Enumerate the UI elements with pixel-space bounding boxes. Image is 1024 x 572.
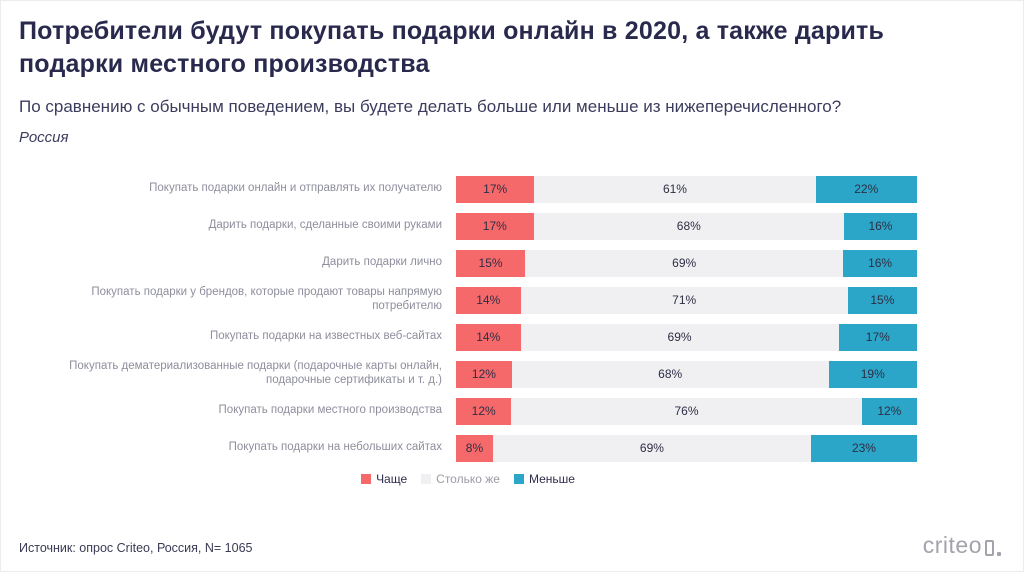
bar-segment-same: 68% [533, 212, 844, 240]
bar-value-label: 12% [877, 404, 902, 419]
bar-value-label: 69% [672, 256, 697, 271]
bar-segment-same: 76% [511, 397, 862, 425]
chart-row: Покупать подарки местного производства 12… [19, 397, 917, 425]
chart-row: Дарить подарки лично 15% 69% 16% [19, 249, 917, 277]
row-label: Покупать подарки у брендов, которые прод… [91, 286, 442, 313]
bar-value-label: 12% [471, 404, 496, 419]
bar-value-label: 14% [476, 293, 501, 308]
bar-value-label: 68% [676, 219, 701, 234]
legend-item-more: Чаще [361, 472, 407, 486]
row-label: Покупать дематериализованные подарки (по… [69, 360, 442, 387]
bar-segment-same: 61% [534, 175, 816, 203]
row-label: Дарить подарки, сделанные своими руками [208, 219, 442, 232]
bar-segment-more: 14% [456, 323, 521, 351]
chart-row: Покупать подарки онлайн и отправлять их … [19, 175, 917, 203]
bar-segment-more: 12% [456, 397, 512, 425]
criteo-logo-dot-icon [997, 552, 1001, 556]
bar-value-label: 71% [672, 293, 697, 308]
bar-value-label: 17% [482, 219, 507, 234]
bar-segment-less: 16% [843, 212, 917, 240]
bar-segment-same: 69% [492, 434, 811, 462]
criteo-logo: criteo [923, 534, 1001, 557]
chart-legend: Чаще Столько же Меньше [19, 472, 917, 486]
region-label: Россия [19, 128, 69, 146]
bar-segment-less: 17% [838, 323, 917, 351]
row-label: Покупать подарки на небольших сайтах [228, 441, 442, 454]
chart-rows: Покупать подарки онлайн и отправлять их … [19, 175, 917, 462]
bar-segment-more: 12% [456, 360, 512, 388]
stacked-bar: 14% 69% 17% [456, 323, 917, 351]
legend-item-less: Меньше [513, 471, 575, 486]
chart-row: Покупать подарки на известных веб-сайтах… [19, 323, 917, 351]
bar-segment-less: 16% [843, 249, 917, 277]
source-note: Источник: опрос Criteo, Россия, N= 1065 [19, 541, 253, 555]
legend-swatch-more [361, 473, 372, 484]
legend-swatch-same [421, 473, 432, 484]
stacked-bar: 14% 71% 15% [456, 286, 917, 314]
chart-row: Покупать дематериализованные подарки (по… [19, 360, 917, 388]
criteo-logo-text: criteo [922, 532, 982, 558]
row-label: Покупать подарки местного производства [218, 404, 442, 417]
bar-segment-less: 23% [810, 434, 917, 462]
bar-segment-more: 14% [456, 286, 521, 314]
row-label: Покупать подарки онлайн и отправлять их … [149, 182, 442, 195]
bar-segment-less: 19% [828, 360, 917, 388]
criteo-logo-box-icon [985, 540, 994, 556]
bar-segment-more: 17% [456, 175, 535, 203]
bar-segment-more: 15% [456, 249, 526, 277]
bar-value-label: 12% [471, 367, 496, 382]
bar-value-label: 23% [851, 441, 876, 456]
stacked-bar: 17% 61% 22% [456, 175, 917, 203]
bar-segment-same: 71% [520, 286, 848, 314]
bar-segment-same: 68% [511, 360, 829, 388]
stacked-bar: 15% 69% 16% [456, 249, 917, 277]
bar-value-label: 69% [639, 441, 664, 456]
stacked-bar: 12% 76% 12% [456, 397, 917, 425]
chart-question: По сравнению с обычным поведением, вы бу… [19, 97, 842, 116]
legend-label: Меньше [528, 471, 575, 486]
page-title: Потребители будут покупать подарки онлай… [19, 17, 885, 78]
legend-label: Столько же [436, 471, 500, 486]
bar-value-label: 16% [868, 256, 893, 271]
stacked-bar: 12% 68% 19% [456, 360, 917, 388]
legend-label: Чаще [376, 471, 408, 486]
bar-segment-same: 69% [525, 249, 844, 277]
bar-segment-less: 22% [815, 175, 917, 203]
chart-row: Покупать подарки на небольших сайтах 8% 69… [19, 434, 917, 462]
bar-segment-less: 15% [847, 286, 917, 314]
bar-value-label: 76% [674, 404, 699, 419]
bar-value-label: 61% [662, 182, 687, 197]
bar-value-label: 19% [860, 367, 885, 382]
bar-value-label: 22% [854, 182, 879, 197]
row-label: Дарить подарки лично [322, 256, 442, 269]
stacked-bar: 8% 69% 23% [456, 434, 917, 462]
stacked-bar-chart: Покупать подарки онлайн и отправлять их … [19, 175, 917, 486]
bar-value-label: 8% [465, 441, 484, 456]
bar-value-label: 15% [478, 256, 503, 271]
chart-row: Дарить подарки, сделанные своими руками 1… [19, 212, 917, 240]
bar-segment-same: 69% [520, 323, 839, 351]
bar-value-label: 16% [868, 219, 893, 234]
bar-value-label: 14% [476, 330, 501, 345]
bar-segment-more: 17% [456, 212, 534, 240]
bar-value-label: 17% [865, 330, 890, 345]
bar-segment-less: 12% [861, 397, 917, 425]
bar-value-label: 68% [658, 367, 683, 382]
legend-item-same: Столько же [421, 472, 500, 486]
bar-value-label: 69% [667, 330, 692, 345]
stacked-bar: 17% 68% 16% [456, 212, 917, 240]
chart-row: Покупать подарки у брендов, которые прод… [19, 286, 917, 314]
legend-swatch-less [513, 473, 524, 484]
bar-value-label: 15% [870, 293, 895, 308]
bar-segment-more: 8% [456, 434, 493, 462]
bar-value-label: 17% [483, 182, 508, 197]
row-label: Покупать подарки на известных веб-сайтах [209, 330, 442, 343]
